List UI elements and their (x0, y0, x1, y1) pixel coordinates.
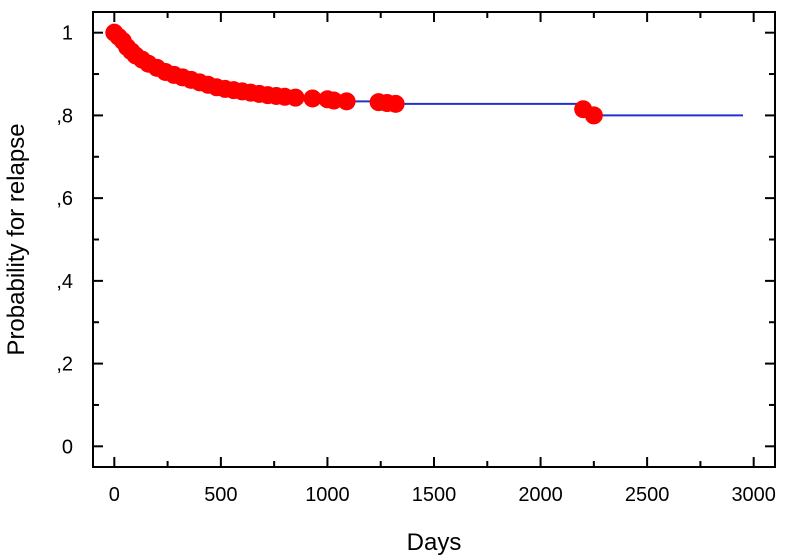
y-tick-label: 0 (62, 436, 73, 458)
y-tick-label: ,6 (56, 188, 73, 210)
y-tick-label: 1 (62, 23, 73, 45)
censor-marker (584, 106, 603, 125)
axis-layer: 0 500 1000 1500 2000 2500 3000 0 ,2 ,4 ,6 ,8 1 (56, 11, 776, 506)
censor-marker (337, 92, 356, 111)
x-tick-label: 1500 (412, 484, 457, 506)
x-tick-label: 2000 (518, 484, 563, 506)
x-axis-title: Days (407, 529, 462, 556)
censor-marker (303, 89, 322, 108)
x-tick-label: 2500 (625, 484, 670, 506)
censor-marker (386, 94, 405, 113)
censor-marker (324, 91, 343, 110)
censor-marker (286, 88, 305, 107)
x-tick-label: 0 (109, 484, 120, 506)
y-tick-label: ,4 (56, 271, 73, 293)
y-tick-label: ,2 (56, 354, 73, 376)
y-axis-title: Probability for relapse (3, 123, 30, 355)
x-tick-label: 500 (204, 484, 237, 506)
plot-layer (105, 23, 744, 125)
y-tick-label: ,8 (56, 105, 73, 127)
x-tick-label: 1000 (305, 484, 350, 506)
x-tick-label: 3000 (731, 484, 776, 506)
